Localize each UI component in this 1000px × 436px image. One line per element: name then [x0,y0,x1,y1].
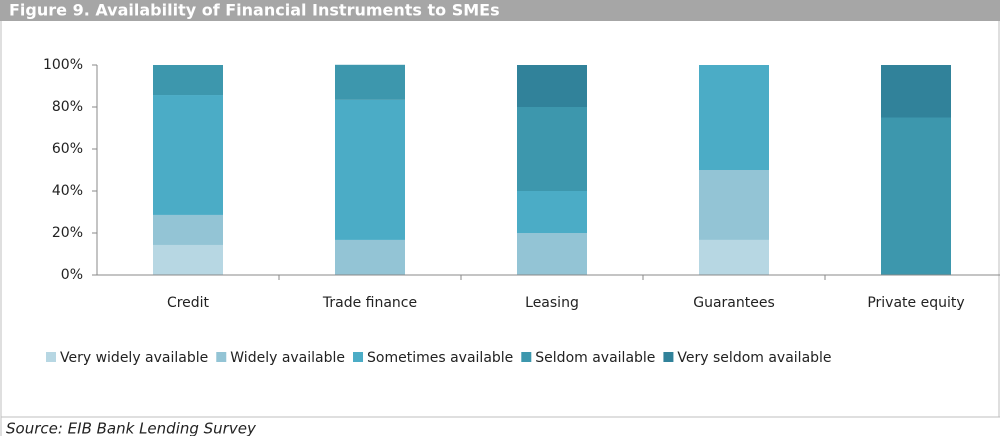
bar-segment [699,170,769,240]
bar-segment [335,239,405,275]
legend-label: Widely available [230,350,345,366]
x-tick-label: Credit [167,295,210,311]
bar-segment [517,65,587,107]
title-bar [0,0,1000,21]
legend-swatch [46,352,56,362]
x-tick-label: Leasing [525,295,579,311]
legend-label: Sometimes available [367,350,513,366]
legend-label: Seldom available [535,350,655,366]
legend-label: Very widely available [60,350,208,366]
y-tick-label: 40% [52,183,83,199]
bar-segment [699,239,769,275]
bar-segment [517,191,587,233]
legend-swatch [353,352,364,362]
y-tick-label: 60% [52,141,83,157]
bar-segment [153,214,223,245]
bar-segment [881,65,951,118]
bar-segment [335,99,405,240]
bar-segment [517,107,587,191]
chart-title: Figure 9. Availability of Financial Inst… [9,1,500,20]
bar-segment [517,233,587,275]
y-tick-label: 100% [43,57,83,73]
legend-label: Very seldom available [677,350,831,366]
legend-swatch [663,352,674,362]
y-tick-label: 80% [52,99,83,115]
bar-segment [153,95,223,215]
legend-swatch [216,352,227,362]
y-tick-label: 0% [61,267,83,283]
x-tick-label: Trade finance [322,295,417,311]
bar-segment [881,117,951,275]
bar-segment [335,64,405,100]
source-note: Source: EIB Bank Lending Survey [6,420,257,436]
y-tick-label: 20% [52,225,83,241]
legend-swatch [521,352,532,362]
x-tick-label: Private equity [867,295,964,311]
bar-segment [699,65,769,170]
bar-segment [153,65,223,96]
bar-segment [153,244,223,275]
x-tick-label: Guarantees [693,295,775,311]
